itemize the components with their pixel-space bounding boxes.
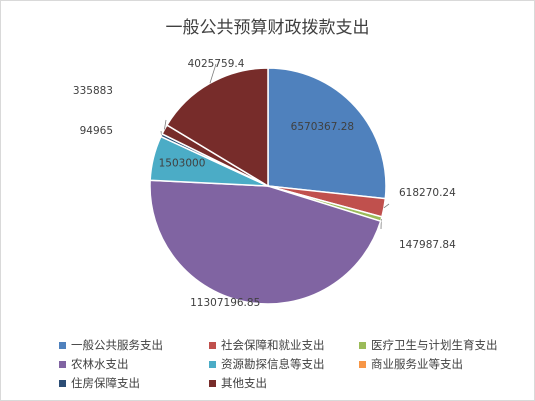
legend-item: 社会保障和就业支出: [209, 337, 359, 353]
legend-label: 商业服务业等支出: [371, 357, 463, 371]
legend-swatch: [59, 360, 66, 368]
legend-label: 农林水支出: [71, 357, 129, 371]
chart-title: 一般公共预算财政拨款支出: [165, 18, 370, 38]
data-label: 11307196.85: [190, 297, 260, 309]
legend-swatch: [359, 360, 366, 368]
legend-label: 一般公共服务支出: [71, 338, 163, 352]
leader-line: [209, 63, 217, 84]
legend-item: 医疗卫生与计划生育支出: [359, 337, 519, 353]
legend-item: 住房保障支出: [59, 375, 209, 391]
legend-item: 商业服务业等支出: [359, 356, 519, 372]
legend-swatch: [209, 341, 216, 349]
data-label: 4025759.4: [188, 58, 245, 70]
leader-line: [164, 119, 167, 130]
legend-label: 社会保障和就业支出: [221, 338, 325, 352]
legend-label: 住房保障支出: [71, 376, 140, 390]
data-label: 618270.24: [399, 187, 456, 199]
leader-line: [383, 203, 390, 209]
legend: 一般公共服务支出 社会保障和就业支出 医疗卫生与计划生育支出农林水支出 资源勘探信息等…: [59, 337, 519, 391]
pie-slice: [267, 67, 387, 200]
legend-swatch: [209, 360, 216, 368]
legend-item: 资源勘探信息等支出: [209, 356, 359, 372]
legend-label: 资源勘探信息等支出: [221, 357, 325, 371]
legend-swatch: [59, 341, 66, 349]
legend-item: 农林水支出: [59, 356, 209, 372]
legend-item: 其他支出: [209, 375, 359, 391]
data-label: 147987.84: [399, 239, 456, 251]
data-label: 6570367.28: [291, 121, 354, 133]
legend-item: 一般公共服务支出: [59, 337, 209, 353]
legend-label: 其他支出: [221, 376, 267, 390]
data-label: 94965: [80, 125, 113, 137]
pie-slice: [165, 67, 269, 188]
legend-swatch: [209, 379, 216, 387]
legend-swatch: [59, 379, 66, 387]
legend-swatch: [359, 341, 366, 349]
data-label: 1503000: [159, 158, 206, 170]
pie-slice: [149, 179, 382, 305]
legend-label: 医疗卫生与计划生育支出: [371, 338, 498, 352]
pie-chart: 6570367.28 618270.24 147987.84 11307196.85 1…: [73, 58, 456, 309]
data-label: 335883: [73, 85, 113, 97]
